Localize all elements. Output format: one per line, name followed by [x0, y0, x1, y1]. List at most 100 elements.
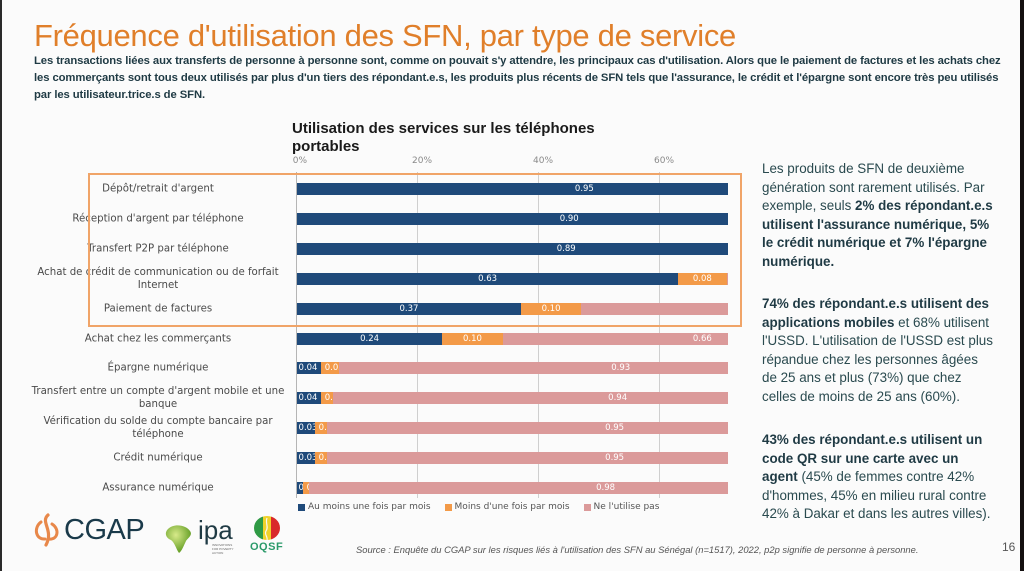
- data-label: 0.66: [692, 333, 712, 344]
- source-note: Source : Enquête du CGAP sur les risques…: [356, 544, 919, 555]
- data-label: 0.04: [298, 363, 318, 374]
- bar-segment: [327, 422, 728, 435]
- bar-row: 0.89: [297, 242, 728, 255]
- bar-segment: [333, 392, 728, 405]
- data-label: 0.89: [556, 243, 576, 254]
- slide-intro: Les transactions liées aux transferts de…: [34, 55, 1001, 101]
- x-tick-label: 20%: [411, 156, 433, 166]
- legend-item-monthly: Au moins une fois par mois: [298, 502, 431, 512]
- chart-legend: Au moins une fois par mois Moins d'une f…: [298, 502, 659, 512]
- bar-row: 0.010.010.98: [297, 482, 728, 494]
- legend-swatch-never: [583, 503, 591, 511]
- bar-segment: [297, 422, 316, 435]
- data-label: 0.10: [462, 333, 482, 344]
- africa-globe-icon: [165, 525, 191, 553]
- side-note-apps-ussd: 74% des répondant.e.s utilisent des appl…: [762, 295, 994, 406]
- bar-segment: [442, 332, 503, 345]
- chart-title: Utilisation des services sur les télépho…: [292, 120, 595, 155]
- bar-row: 0.37 0.10: [297, 302, 728, 315]
- bar-segment: [297, 242, 728, 255]
- legend-swatch-less: [444, 503, 452, 511]
- data-label: 0.10: [541, 303, 561, 314]
- x-tick-label: 40%: [532, 156, 554, 166]
- bar-segment: [297, 392, 322, 405]
- category-label: Dépôt/retrait d'argent: [102, 183, 214, 195]
- bar-segment: [520, 302, 582, 315]
- bar-segment: [297, 272, 679, 285]
- bar-segment: [297, 362, 322, 375]
- ipa-logo: ipa INNOVATIONS FOR POVERTY ACTION: [162, 517, 234, 555]
- bar-row: 0.030.020.95: [297, 422, 728, 435]
- side-note-text: (45% de femmes contre 42% d'hommes, 45% …: [762, 469, 991, 521]
- data-label: 0.08: [692, 273, 712, 284]
- bar-row: 0.95: [297, 183, 728, 195]
- data-label: 0.95: [605, 453, 625, 464]
- window-frame-left: [0, 0, 2, 571]
- window-frame-right: [1020, 0, 1024, 571]
- category-label: Achat de crédit de communication ou de f…: [37, 266, 279, 291]
- legend-label: Au moins une fois par mois: [308, 502, 431, 512]
- cgap-logo-text: CGAP: [64, 513, 145, 546]
- category-label: Assurance numérique: [102, 482, 214, 494]
- cgap-logo: CGAP: [32, 512, 145, 548]
- bar-segment: [297, 183, 728, 195]
- category-label: Épargne numérique: [107, 362, 209, 374]
- oqsf-logo-text: OQSF: [250, 541, 284, 553]
- bar-segment: [315, 422, 328, 435]
- data-label: 0.98: [596, 483, 616, 493]
- bar-segment: [297, 302, 521, 315]
- bar-segment: [678, 272, 727, 285]
- bar-row: 0.04 0.03 0.93: [297, 362, 728, 375]
- side-note-highlight: 74% des répondant.e.s utilisent des appl…: [762, 296, 989, 330]
- bar-segment: [321, 392, 334, 405]
- side-note-highlight: 43% des répondant.e.s utilisent un code …: [762, 432, 983, 484]
- side-note-qr-code: 43% des répondant.e.s utilisent un code …: [762, 431, 994, 524]
- side-note-highlight: 2% des répondant.e.s utilisent l'assuran…: [762, 198, 993, 269]
- side-note-second-gen: Les produits de SFN de deuxième générati…: [762, 160, 994, 271]
- category-label: Paiement de factures: [103, 303, 213, 315]
- bar-row: 0.90: [297, 212, 728, 225]
- data-label: 0.03: [324, 363, 344, 374]
- bar-segment: [309, 482, 728, 494]
- bar-segment: [315, 452, 328, 465]
- category-label: Achat chez les commerçants: [84, 333, 232, 344]
- data-label: 0.04: [298, 393, 318, 404]
- ipa-tagline: INNOVATIONS FOR POVERTY ACTION: [212, 543, 234, 555]
- data-label: 0.03: [298, 453, 318, 464]
- x-tick-label: 60%: [653, 156, 675, 166]
- category-label: Réception d'argent par téléphone: [72, 213, 244, 225]
- oqsf-logo: OQSF: [250, 515, 283, 553]
- category-label: Transfert entre un compte d'argent mobil…: [31, 386, 285, 411]
- legend-label: Ne l'utilise pas: [593, 502, 660, 512]
- data-label: 0.37: [399, 303, 419, 314]
- side-note-text: et 68% utilisent l'USSD. L'utilisation d…: [762, 314, 993, 404]
- data-label: 0.24: [360, 333, 380, 344]
- data-label: 0.95: [605, 423, 625, 434]
- side-note-text: Les produits de SFN de deuxième générati…: [762, 161, 985, 213]
- data-label: 0.93: [611, 363, 631, 374]
- data-label: 0.63: [478, 273, 498, 284]
- x-tick-label: 0%: [292, 156, 307, 166]
- bar-segment: [339, 362, 728, 375]
- bar-segment: [502, 332, 728, 345]
- legend-swatch-monthly: [298, 503, 305, 511]
- legend-label: Moins d'une fois par mois: [454, 502, 570, 512]
- cgap-swirl-icon: [34, 513, 59, 547]
- legend-item-never: Ne l'utilise pas: [583, 502, 660, 512]
- bar-segment: [297, 212, 728, 225]
- bar-segment: [297, 452, 316, 465]
- y-axis-line: [296, 172, 297, 498]
- bar-row: 0.63 0.08: [297, 272, 728, 285]
- senegal-flag-icon: [253, 516, 280, 541]
- bar-segment: [581, 302, 728, 315]
- data-label: 0.95: [574, 184, 594, 194]
- page-number: 16: [1002, 540, 1016, 554]
- slide-title: Fréquence d'utilisation des SFN, par typ…: [34, 18, 736, 53]
- bar-segment: [303, 482, 310, 494]
- bar-segment: [726, 272, 728, 285]
- bar-segment: [297, 482, 304, 494]
- category-label: Crédit numérique: [113, 452, 203, 464]
- bar-segment: [297, 332, 443, 345]
- bar-segment: [321, 362, 340, 375]
